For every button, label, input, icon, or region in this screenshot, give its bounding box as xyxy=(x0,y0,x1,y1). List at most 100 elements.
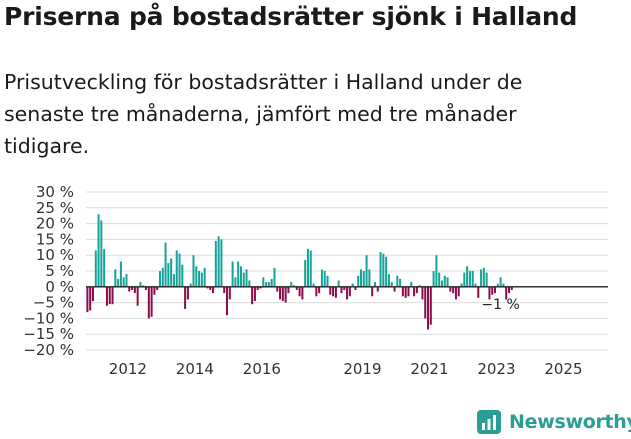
bar xyxy=(172,274,175,287)
bar xyxy=(228,286,231,300)
bar xyxy=(491,286,494,295)
y-tick-label: −20 % xyxy=(23,341,74,359)
bar xyxy=(142,285,145,287)
bar xyxy=(507,286,510,294)
bar xyxy=(306,248,309,287)
bar xyxy=(496,283,499,287)
bar xyxy=(122,277,125,287)
bar xyxy=(499,277,502,287)
bar xyxy=(357,275,360,287)
bar xyxy=(385,256,388,287)
bar xyxy=(446,277,449,287)
bar xyxy=(259,286,262,289)
bar xyxy=(287,286,290,294)
y-tick-label: −5 % xyxy=(33,294,74,312)
bar xyxy=(329,286,332,295)
bar xyxy=(390,282,393,287)
bar xyxy=(189,283,192,287)
x-axis-ticks: 2012 2014 2016 2019 2021 2023 2025 xyxy=(109,360,583,378)
bar xyxy=(262,277,265,287)
bar xyxy=(209,286,212,290)
bar xyxy=(340,286,343,294)
bar xyxy=(178,253,181,287)
bar xyxy=(418,285,421,287)
bar xyxy=(145,286,148,290)
x-tick-label: 2016 xyxy=(243,360,281,378)
bar xyxy=(457,286,460,297)
bar xyxy=(362,271,365,287)
bar xyxy=(443,275,446,287)
bar xyxy=(449,286,452,292)
chart-title: Priserna på bostadsrätter sjönk i Hallan… xyxy=(4,2,578,31)
bar xyxy=(103,248,106,287)
bar xyxy=(494,286,497,294)
bar xyxy=(256,286,259,290)
bar xyxy=(150,286,153,317)
bar xyxy=(354,286,357,290)
bar xyxy=(404,286,407,298)
bar xyxy=(217,236,220,287)
y-tick-label: −10 % xyxy=(23,309,74,327)
bar xyxy=(91,286,94,302)
bar xyxy=(424,286,427,319)
bar xyxy=(315,286,318,297)
bar xyxy=(234,277,237,287)
bar xyxy=(480,269,483,287)
bar xyxy=(399,278,402,287)
y-tick-label: 0 % xyxy=(45,278,74,296)
bar xyxy=(131,286,134,290)
bar xyxy=(214,240,217,287)
bar xyxy=(298,286,301,297)
bar xyxy=(320,269,323,287)
bar xyxy=(368,269,371,287)
bars xyxy=(86,214,513,330)
x-tick-label: 2021 xyxy=(410,360,448,378)
bar xyxy=(301,286,304,300)
bar xyxy=(175,250,178,287)
bar xyxy=(89,286,92,311)
bar xyxy=(111,286,114,305)
bar xyxy=(304,259,307,287)
bar xyxy=(284,286,287,303)
bar xyxy=(466,266,469,287)
x-tick-label: 2023 xyxy=(477,360,515,378)
bar xyxy=(346,286,349,300)
bar xyxy=(360,269,363,287)
bar xyxy=(225,286,228,316)
bar xyxy=(309,250,312,287)
y-tick-label: 25 % xyxy=(36,199,74,217)
bar xyxy=(410,282,413,287)
bar xyxy=(371,286,374,297)
last-value-label: −1 % xyxy=(481,297,519,313)
bar xyxy=(295,286,298,290)
bar xyxy=(265,282,268,287)
bar xyxy=(242,272,245,287)
newsworthy-logo-icon xyxy=(477,410,501,434)
bar xyxy=(270,278,273,287)
bar xyxy=(167,263,170,287)
bar xyxy=(117,278,120,287)
bar xyxy=(323,271,326,287)
bar xyxy=(156,286,159,290)
bar xyxy=(114,269,117,287)
newsworthy-logo: Newsworthy xyxy=(476,406,631,438)
bar xyxy=(326,275,329,287)
bar xyxy=(200,272,203,287)
bar xyxy=(184,286,187,309)
bar xyxy=(293,285,296,287)
bar xyxy=(192,255,195,287)
bar xyxy=(334,286,337,298)
bar xyxy=(147,286,150,319)
bar xyxy=(223,286,226,294)
bar xyxy=(128,286,131,292)
bar xyxy=(471,271,474,287)
y-tick-label: 30 % xyxy=(36,183,74,201)
bar xyxy=(245,269,248,287)
y-tick-label: 5 % xyxy=(45,262,74,280)
bar xyxy=(463,272,466,287)
bar xyxy=(382,253,385,287)
bar xyxy=(231,261,234,287)
bar xyxy=(482,267,485,287)
bar xyxy=(474,283,477,287)
bar xyxy=(164,242,167,287)
